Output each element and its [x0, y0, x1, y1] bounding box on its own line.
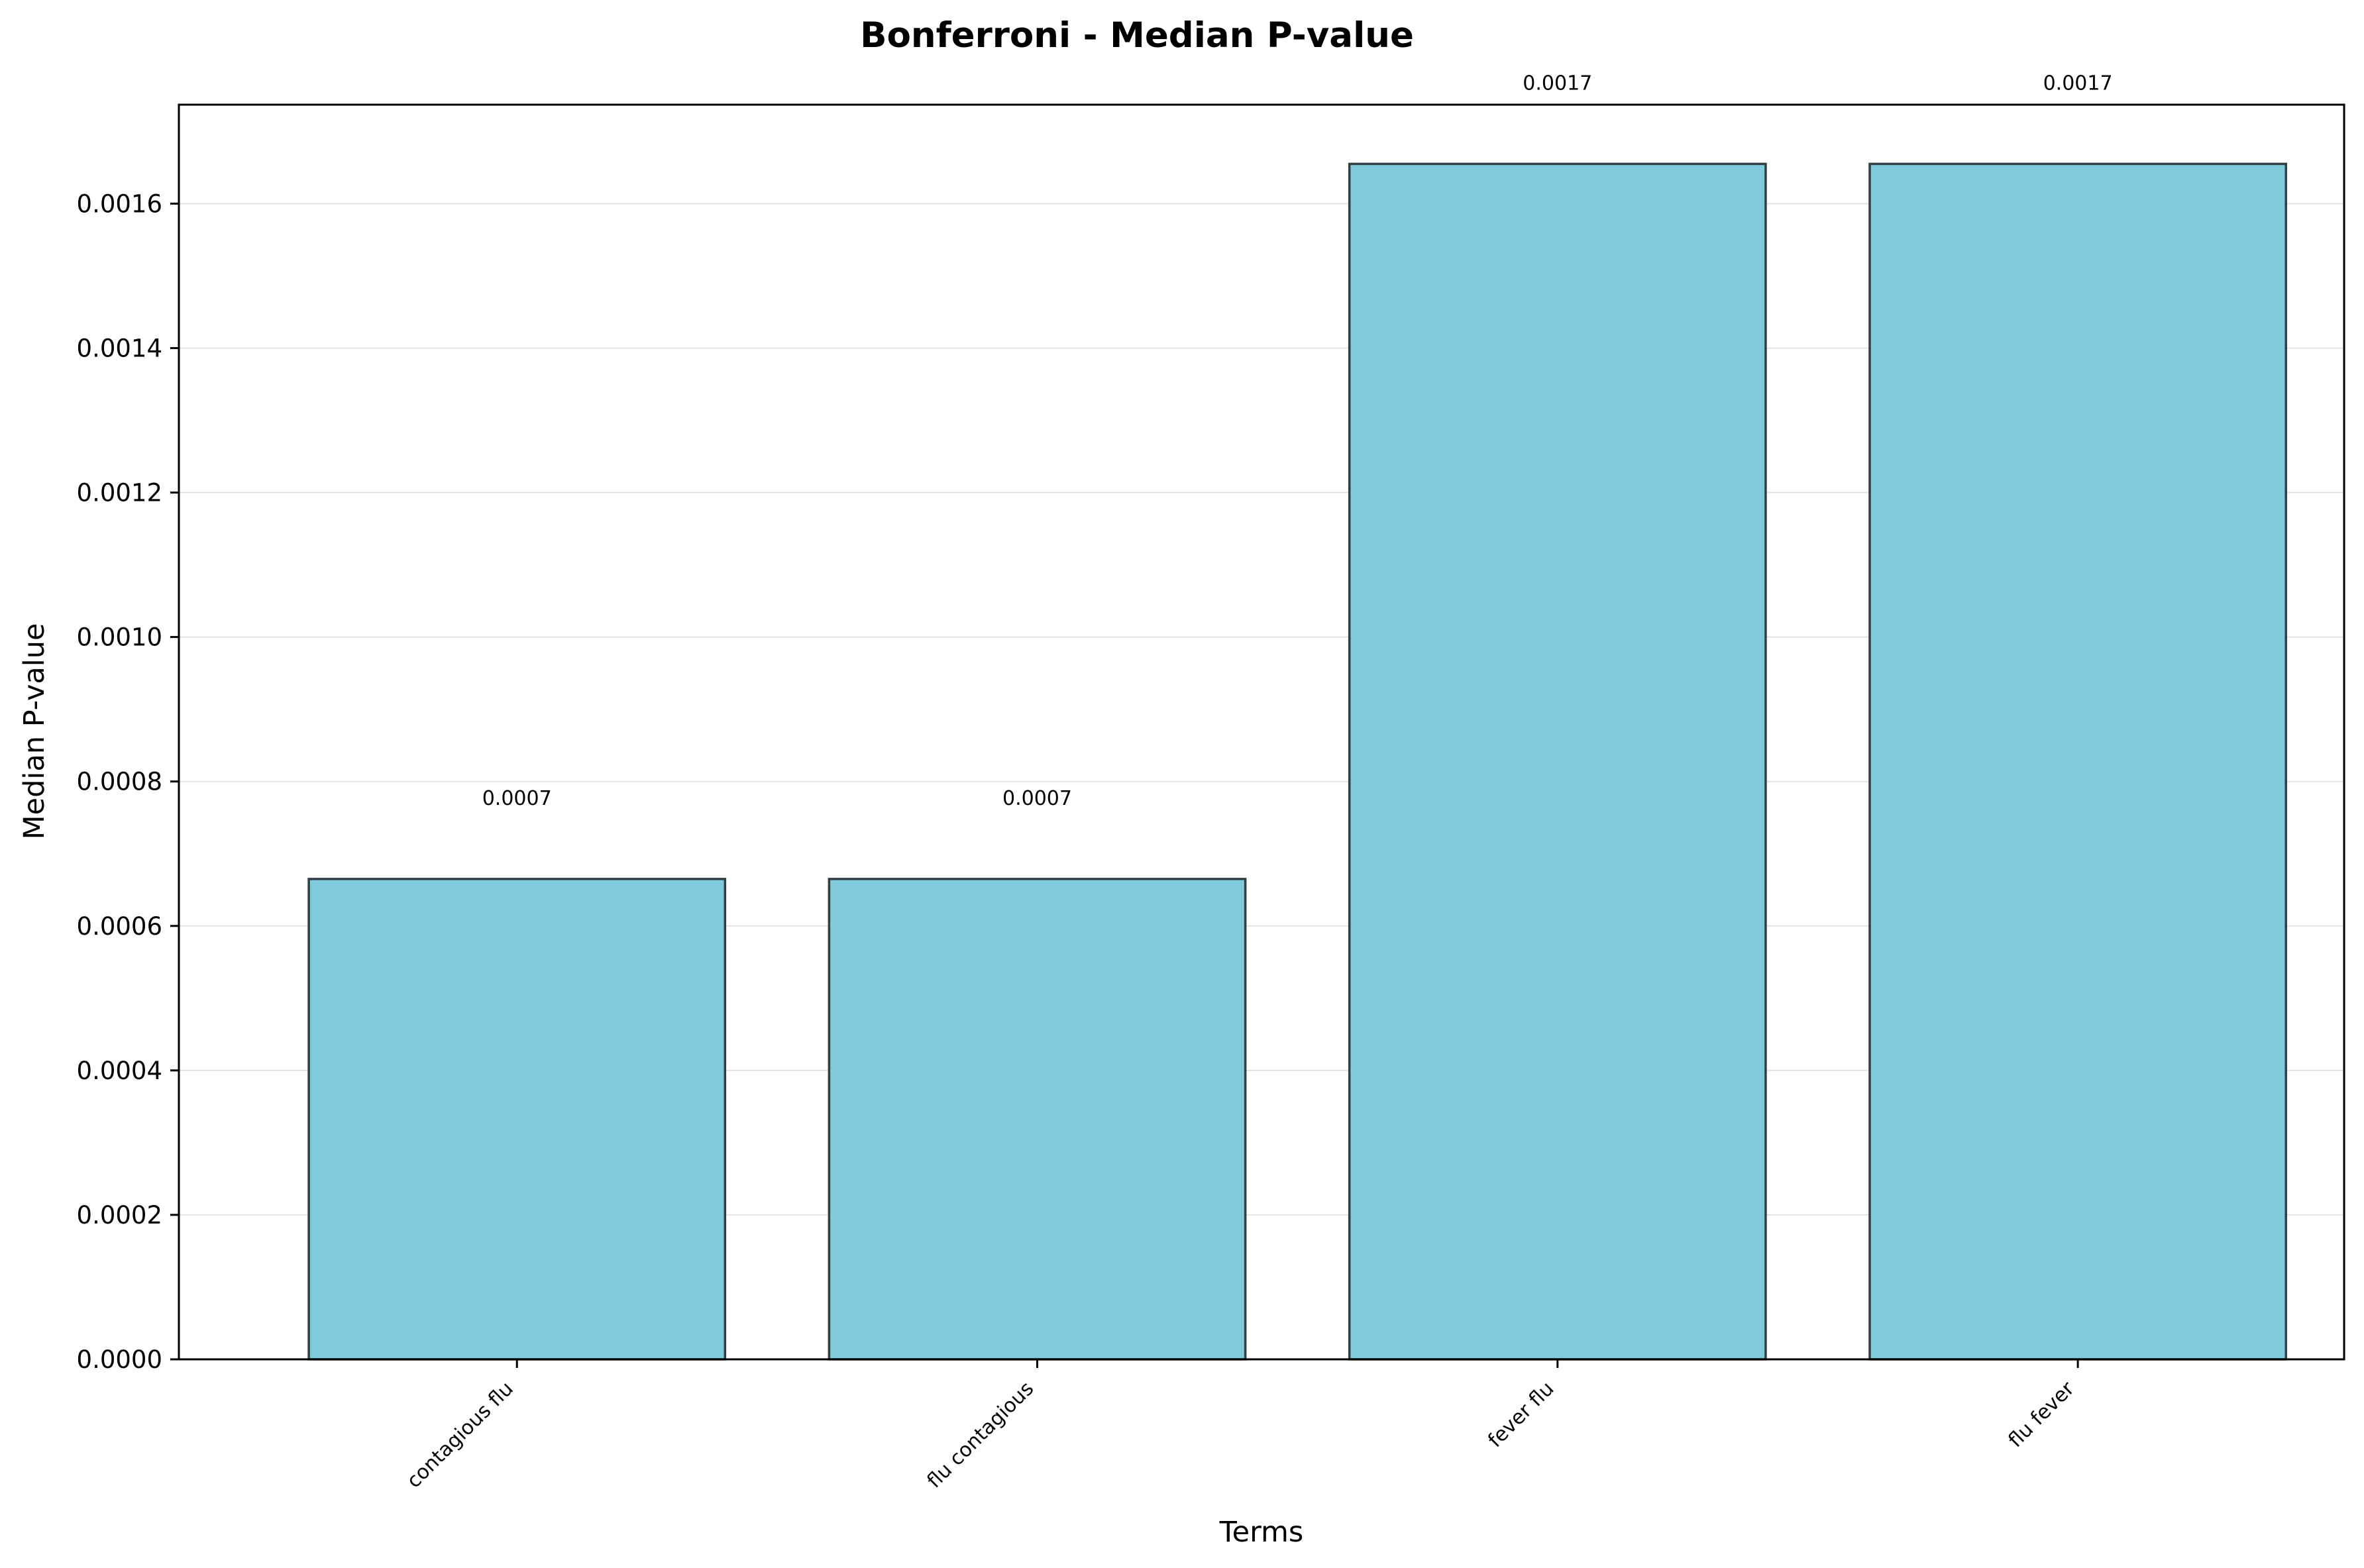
- plot-area-frame: [178, 103, 2345, 1361]
- bars: [307, 162, 2287, 1361]
- y-tick-label: 0.0012: [77, 479, 162, 507]
- y-tick-label: 0.0000: [77, 1345, 162, 1374]
- y-tick-label: 0.0010: [77, 623, 162, 652]
- bar-value-label: 0.0007: [482, 787, 552, 810]
- y-tick-label: 0.0002: [77, 1201, 162, 1229]
- bar-value-label: 0.0007: [1002, 787, 1072, 810]
- value-labels: 0.0007 0.0007 0.0017 0.0017: [482, 72, 2113, 810]
- y-axis-ticks: 0.0000 0.0002 0.0004 0.0006 0.0008 0.0010 0.00…: [77, 189, 179, 1374]
- y-tick-label: 0.0006: [77, 912, 162, 941]
- x-tick-label: flu contagious: [923, 1377, 1039, 1493]
- bar-value-label: 0.0017: [2043, 72, 2113, 95]
- x-axis-label: Terms: [1219, 1516, 1304, 1549]
- bar: [1868, 162, 2287, 1361]
- x-tick-label: flu fever: [2004, 1377, 2080, 1452]
- x-tick-label: contagious flu: [402, 1377, 518, 1493]
- y-axis-label: Median P-value: [18, 623, 51, 840]
- x-tick-label: fever flu: [1483, 1377, 1558, 1452]
- bar: [307, 878, 727, 1361]
- y-tick-label: 0.0004: [77, 1057, 162, 1085]
- bar-value-label: 0.0017: [1523, 72, 1592, 95]
- bar: [828, 878, 1247, 1361]
- y-tick-label: 0.0016: [77, 189, 162, 218]
- bar: [1348, 162, 1767, 1361]
- x-axis-ticks: contagious flu flu contagious fever flu flu…: [402, 1359, 2079, 1492]
- chart-title: Bonferroni - Median P-value: [860, 15, 1414, 56]
- y-tick-label: 0.0008: [77, 768, 162, 796]
- y-tick-label: 0.0014: [77, 334, 162, 362]
